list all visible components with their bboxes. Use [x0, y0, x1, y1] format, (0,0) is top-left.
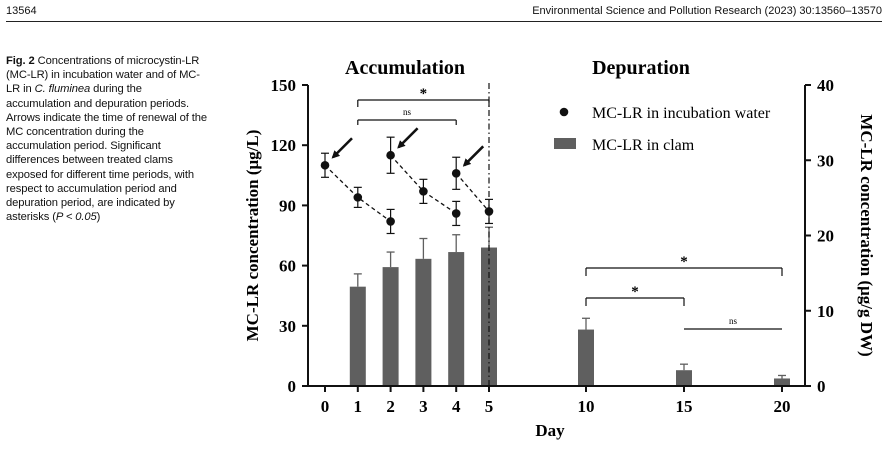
significance-star: *	[680, 254, 688, 270]
clam-bar	[448, 252, 465, 386]
clam-bar	[415, 258, 432, 386]
figure-label: Fig. 2	[6, 55, 35, 67]
y-left-axis-label: MC-LR concentration (μg/L)	[243, 130, 262, 342]
water-point	[484, 207, 494, 216]
page-number: 13564	[6, 5, 37, 17]
legend-clam-swatch	[554, 138, 576, 149]
x-axis-label: Day	[535, 421, 565, 440]
caption-pvalue: P < 0.05	[55, 211, 97, 224]
legend-water-marker	[559, 107, 569, 117]
x-tick-label: 2	[386, 397, 395, 416]
figure-caption: Fig. 2 Concentrations of microcystin-LR …	[6, 54, 208, 224]
significance-ns: ns	[403, 107, 412, 117]
water-dashed-line	[390, 154, 457, 214]
y-right-tick-label: 10	[817, 302, 834, 321]
clam-bar	[774, 378, 790, 386]
water-point	[451, 168, 461, 178]
caption-text-3: )	[96, 211, 101, 224]
y-right-axis-label: MC-LR concentration (μg/g DW)	[857, 114, 876, 356]
chart: 0 30 60 90 120 150 0 10 20 30 40 0 1 2 3 4 5 10 15 20 Day MC-…	[243, 57, 876, 440]
water-point	[353, 193, 363, 202]
significance-star: *	[631, 284, 639, 300]
water-dashed-line	[455, 172, 490, 212]
renewal-arrow	[397, 127, 419, 149]
x-tick-label: 3	[419, 397, 428, 416]
x-tick-label: 4	[452, 397, 461, 416]
water-point	[386, 217, 395, 226]
significance-ns: ns	[729, 316, 738, 326]
significance-star: *	[420, 86, 428, 102]
x-tick-label: 5	[485, 397, 494, 416]
figure: 0 30 60 90 120 150 0 10 20 30 40 0 1 2 3 4 5 10 15 20 Day MC-…	[220, 40, 888, 454]
x-tick-label: 20	[774, 397, 791, 416]
clam-bar	[578, 329, 594, 386]
x-tick-label: 10	[578, 397, 595, 416]
legend-water-label: MC-LR in incubation water	[592, 105, 771, 122]
y-left-tick-label: 90	[279, 196, 296, 215]
header-rule	[6, 21, 882, 22]
legend-clam-label: MC-LR in clam	[592, 137, 695, 154]
x-tick-label: 15	[676, 397, 693, 416]
caption-text-1: Concentrations of microcystin-LR (MC-LR)…	[6, 55, 200, 96]
water-point	[386, 150, 395, 160]
page-header: 13564 Environmental Science and Pollutio…	[0, 0, 888, 22]
x-tick-label: 0	[321, 397, 330, 416]
y-left-tick-label: 0	[288, 377, 297, 396]
clam-bar	[676, 370, 692, 386]
water-point	[419, 187, 428, 196]
y-right-tick-label: 20	[817, 227, 834, 246]
renewal-arrow	[462, 145, 485, 167]
period-label-depuration: Depuration	[592, 57, 690, 79]
caption-text-2: during the accumulation and depuration p…	[6, 83, 208, 224]
clam-bar	[349, 286, 366, 386]
y-left-tick-label: 120	[271, 136, 297, 155]
caption-species: C. fluminea	[34, 83, 91, 96]
y-left-tick-label: 60	[279, 257, 296, 276]
renewal-arrow	[331, 137, 353, 159]
y-right-tick-label: 40	[817, 76, 834, 95]
y-left-tick-label: 30	[279, 317, 296, 336]
clam-bar	[382, 267, 399, 386]
water-point	[320, 160, 330, 170]
x-tick-label: 1	[354, 397, 363, 416]
y-left-tick-label: 150	[271, 76, 297, 95]
period-label-accumulation: Accumulation	[345, 57, 465, 79]
journal-reference: Environmental Science and Pollution Rese…	[532, 5, 882, 17]
y-right-tick-label: 30	[817, 151, 834, 170]
water-point	[451, 209, 461, 218]
y-right-tick-label: 0	[817, 377, 826, 396]
